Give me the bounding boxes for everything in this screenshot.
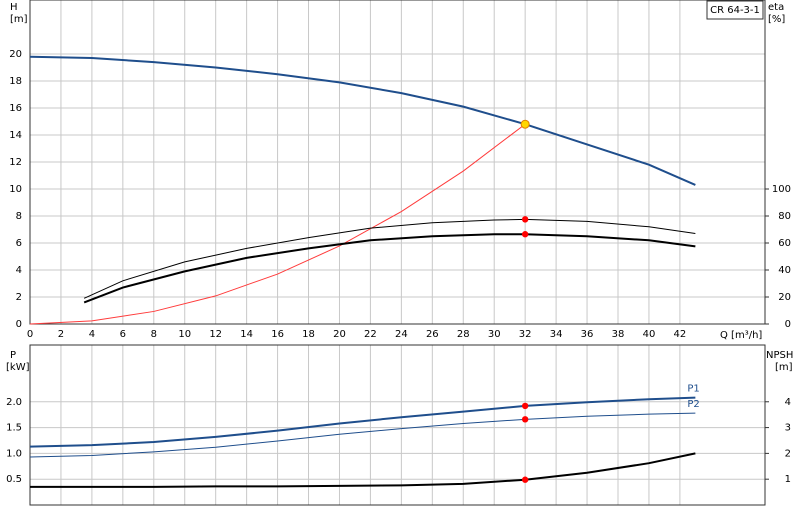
x-tick-label: 22	[364, 329, 377, 340]
y2-tick-label: 3	[785, 423, 791, 434]
y-label: H	[10, 2, 18, 13]
x-tick-label: 8	[151, 329, 157, 340]
x-tick-label: 32	[519, 329, 532, 340]
curve	[29, 412, 696, 458]
y-label: P	[10, 350, 16, 361]
x-tick-label: 4	[89, 329, 95, 340]
y-tick-label: 0.5	[6, 474, 22, 485]
plot-frame	[29, 344, 766, 506]
y-tick-label: 10	[9, 184, 22, 195]
data-point	[520, 119, 530, 129]
data-point	[521, 402, 529, 410]
y-unit: [kW]	[6, 362, 30, 373]
x-tick-label: 38	[612, 329, 625, 340]
x-label: Q [m³/h]	[720, 330, 762, 341]
x-tick-label: 2	[58, 329, 64, 340]
curve	[30, 452, 696, 488]
x-tick-label: 36	[581, 329, 594, 340]
y-unit: [m]	[10, 14, 28, 25]
y2-label: eta	[768, 2, 784, 13]
y2-tick-label: 20	[778, 292, 791, 303]
data-point	[521, 416, 529, 423]
x-tick-label: 12	[209, 329, 222, 340]
y-tick-label: 4	[16, 265, 22, 276]
x-tick-label: 26	[426, 329, 439, 340]
y2-unit: [m]	[775, 362, 793, 373]
y2-tick-label: 80	[778, 211, 791, 222]
y-tick-label: 0	[16, 319, 22, 330]
y-tick-label: 6	[16, 238, 22, 249]
x-tick-label: 40	[643, 329, 656, 340]
curve	[29, 123, 526, 325]
y2-tick-label: 0	[785, 319, 791, 330]
x-tick-label: 20	[333, 329, 346, 340]
x-tick-label: 0	[27, 329, 33, 340]
x-tick-label: 24	[395, 329, 408, 340]
y-tick-label: 12	[9, 157, 22, 168]
y2-tick-label: 100	[772, 184, 791, 195]
y-tick-label: 18	[9, 76, 22, 87]
series-label: P2	[687, 399, 699, 410]
x-tick-label: 16	[271, 329, 284, 340]
x-tick-label: 30	[488, 329, 501, 340]
x-tick-label: 6	[120, 329, 126, 340]
y-tick-label: 16	[9, 103, 22, 114]
x-tick-label: 28	[457, 329, 470, 340]
x-tick-label: 18	[302, 329, 315, 340]
model-box	[706, 0, 764, 20]
y2-tick-label: 60	[778, 238, 791, 249]
data-point	[521, 216, 529, 223]
x-tick-label: 34	[550, 329, 563, 340]
y-tick-label: 2	[16, 292, 22, 303]
data-point	[521, 476, 529, 483]
curve	[29, 55, 696, 186]
y-tick-label: 20	[9, 49, 22, 60]
y-tick-label: 1.0	[6, 448, 22, 459]
plot-frame	[29, 0, 766, 325]
y2-tick-label: 40	[778, 265, 791, 276]
series-label: P1	[687, 384, 699, 395]
x-tick-label: 42	[674, 329, 687, 340]
curve	[29, 396, 696, 448]
curve	[83, 233, 696, 304]
x-tick-label: 10	[178, 329, 191, 340]
x-tick-label: 14	[240, 329, 253, 340]
y2-label: NPSH	[766, 350, 793, 361]
y-tick-label: 1.5	[6, 423, 22, 434]
curve	[83, 218, 696, 299]
y2-tick-label: 4	[785, 397, 791, 408]
y2-unit: [%]	[768, 14, 785, 25]
model-label: CR 64-3-1	[710, 5, 760, 16]
y2-tick-label: 2	[785, 448, 791, 459]
y-tick-label: 8	[16, 211, 22, 222]
y-tick-label: 2.0	[6, 397, 22, 408]
y2-tick-label: 1	[785, 474, 791, 485]
y-tick-label: 14	[9, 130, 22, 141]
data-point	[521, 231, 529, 238]
